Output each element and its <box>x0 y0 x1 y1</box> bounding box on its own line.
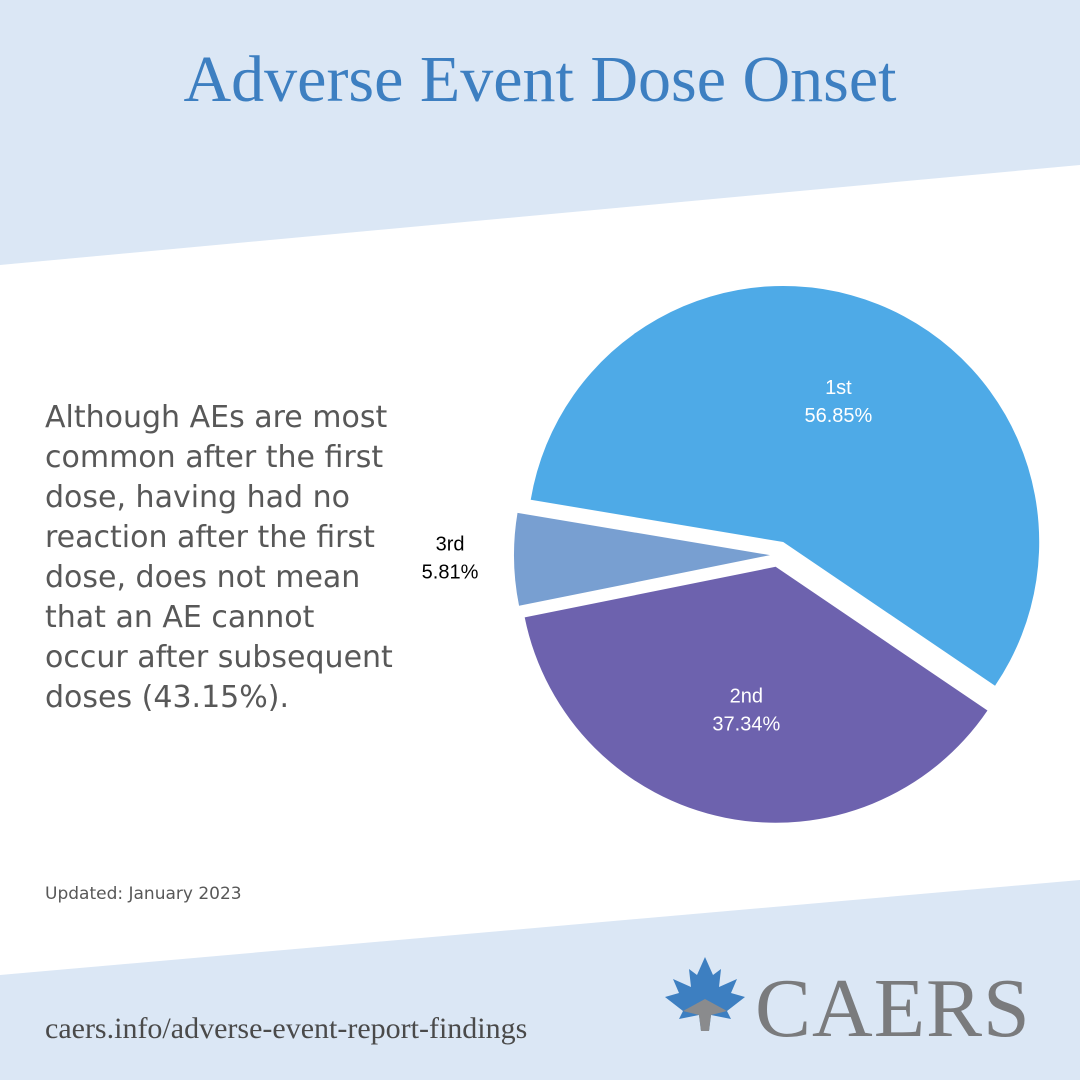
slice-value-label: 5.81% <box>422 561 479 583</box>
title: Adverse Event Dose Onset <box>183 43 897 116</box>
slice-label: 2nd <box>730 685 763 707</box>
url: caers.info/adverse-event-report-findings <box>45 1012 528 1045</box>
updated-note: Updated: January 2023 <box>45 884 242 904</box>
pie-slice <box>524 566 988 823</box>
pie-slice <box>514 512 771 606</box>
slice-value-label: 56.85% <box>804 405 872 427</box>
logo-text: CAERS <box>755 962 1031 1055</box>
slice-label: 1st <box>825 377 852 399</box>
slice-label: 3rd <box>436 533 465 555</box>
maple-leaf <box>665 957 745 1031</box>
description: Although AEs are most common after the f… <box>45 400 393 715</box>
pie-slice <box>530 286 1040 686</box>
slice-value-label: 37.34% <box>712 713 780 735</box>
